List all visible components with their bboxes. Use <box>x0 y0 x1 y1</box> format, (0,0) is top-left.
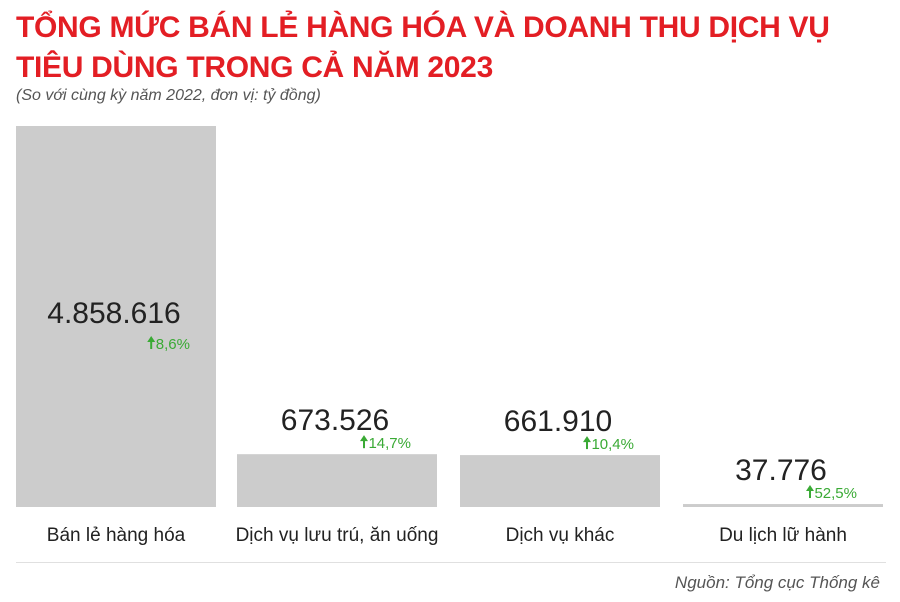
value-label: 673.526 <box>281 404 389 437</box>
value-label: 37.776 <box>735 454 827 487</box>
bar-2 <box>237 454 437 507</box>
chart-title: TỔNG MỨC BÁN LẺ HÀNG HÓA VÀ DOANH THU DỊ… <box>16 11 830 84</box>
arrow-up-icon <box>147 336 156 349</box>
category-label: Dịch vụ khác <box>506 525 615 546</box>
bar-1 <box>16 126 216 507</box>
bar-3 <box>460 455 660 507</box>
category-label: Du lịch lữ hành <box>719 525 847 546</box>
category-label: Dịch vụ lưu trú, ăn uống <box>236 525 439 546</box>
arrow-up-icon <box>583 436 591 450</box>
bar-chart: 4.858.616 8,6% Bán lẻ hàng hóa 673.52614,7%… <box>16 126 883 546</box>
change-label: 8,6% <box>156 336 190 353</box>
value-label: 4.858.616 <box>47 297 180 330</box>
arrow-up-icon <box>806 485 814 499</box>
bar-4 <box>683 504 883 507</box>
change-label: 52,5% <box>814 485 857 502</box>
footer-divider <box>16 562 886 563</box>
category-label: Bán lẻ hàng hóa <box>47 525 186 546</box>
chart-subtitle: (So với cùng kỳ năm 2022, đơn vị: tỷ đồn… <box>16 87 321 104</box>
source-note: Nguồn: Tổng cục Thống kê <box>674 573 880 592</box>
value-label: 661.910 <box>504 405 612 438</box>
change-label: 14,7% <box>368 435 411 452</box>
arrow-up-icon <box>360 435 368 449</box>
change-label: 10,4% <box>591 436 634 453</box>
